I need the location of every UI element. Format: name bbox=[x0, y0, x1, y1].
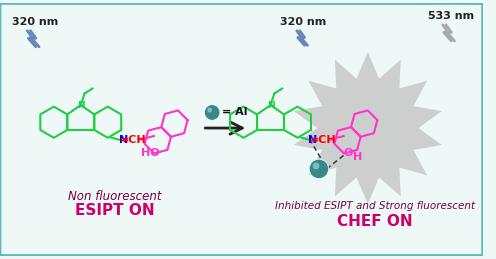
Text: =CH: =CH bbox=[310, 135, 336, 145]
Text: 320 nm: 320 nm bbox=[12, 17, 58, 27]
Circle shape bbox=[207, 107, 212, 112]
Text: =CH: =CH bbox=[120, 135, 146, 145]
Polygon shape bbox=[294, 52, 442, 204]
Text: Inhibited ESIPT and Strong fluorescent: Inhibited ESIPT and Strong fluorescent bbox=[275, 201, 475, 211]
FancyBboxPatch shape bbox=[0, 3, 483, 256]
Text: Non fluorescent: Non fluorescent bbox=[68, 190, 162, 203]
Circle shape bbox=[309, 159, 329, 179]
Text: N: N bbox=[309, 135, 317, 145]
Text: H: H bbox=[353, 152, 363, 162]
Text: 320 nm: 320 nm bbox=[280, 17, 326, 27]
Text: N: N bbox=[119, 135, 128, 145]
Text: O: O bbox=[343, 148, 353, 158]
Text: 533 nm: 533 nm bbox=[428, 11, 474, 21]
Circle shape bbox=[312, 163, 319, 169]
Text: CHEF ON: CHEF ON bbox=[337, 214, 413, 229]
Text: HO: HO bbox=[141, 148, 160, 158]
Text: ESIPT ON: ESIPT ON bbox=[75, 203, 155, 218]
Circle shape bbox=[204, 105, 220, 120]
Text: = Al: = Al bbox=[222, 107, 248, 118]
Text: N: N bbox=[77, 100, 85, 110]
Text: N: N bbox=[267, 100, 274, 110]
